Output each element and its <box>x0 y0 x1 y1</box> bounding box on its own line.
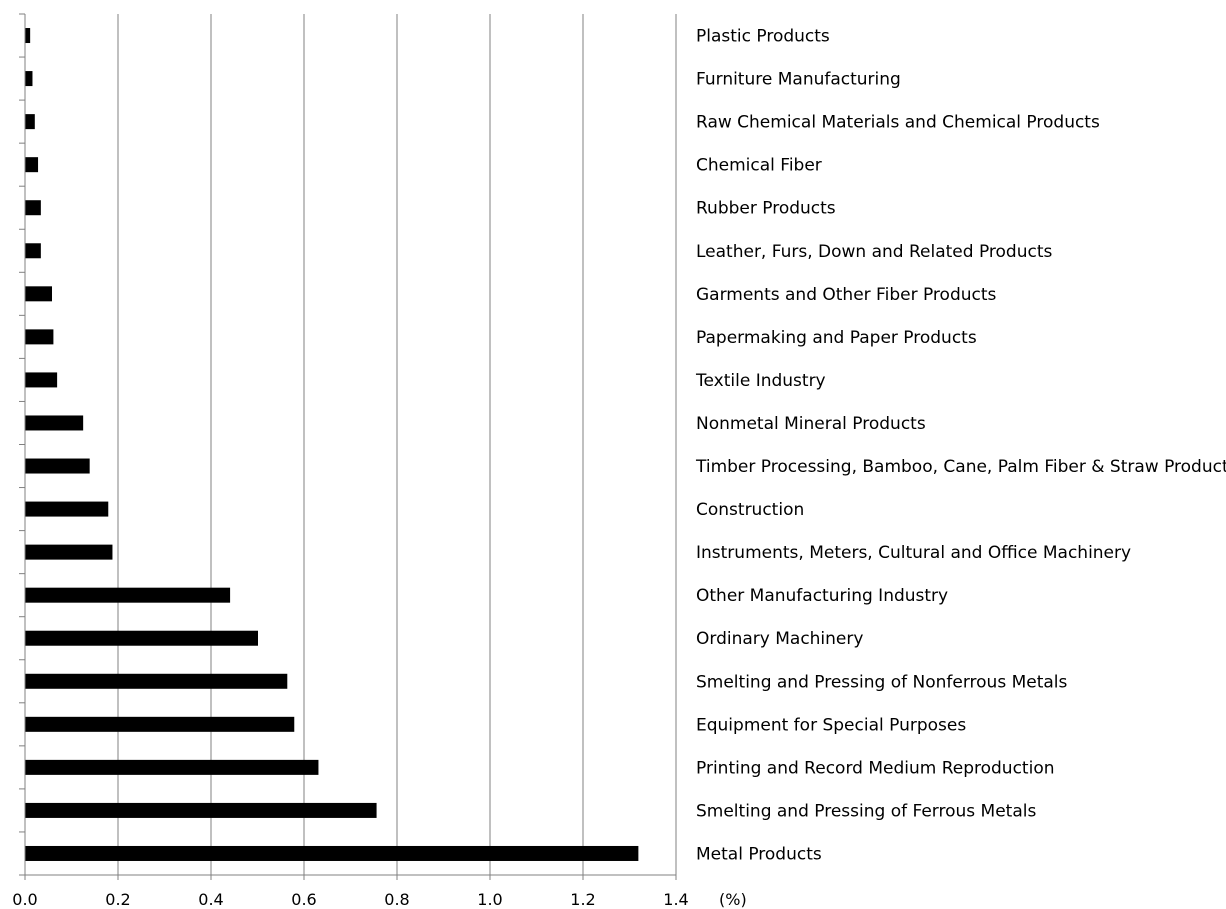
bar <box>25 329 54 345</box>
category-label: Construction <box>696 500 804 520</box>
category-label: Printing and Record Medium Reproduction <box>696 758 1055 778</box>
x-tick-label: 1.4 <box>663 890 688 909</box>
x-tick-label: 0.2 <box>105 890 130 909</box>
bar <box>25 114 35 130</box>
bar <box>25 716 295 732</box>
bar <box>25 673 288 689</box>
x-tick-label: 1.0 <box>477 890 502 909</box>
category-label: Plastic Products <box>696 27 830 47</box>
x-tick-label: 1.2 <box>570 890 595 909</box>
bar <box>25 501 109 517</box>
bar <box>25 415 84 431</box>
x-tick-label: 0.6 <box>291 890 316 909</box>
x-tick-label: 0.4 <box>198 890 223 909</box>
gridlines <box>117 14 677 875</box>
category-label: Rubber Products <box>696 199 836 219</box>
category-label: Leather, Furs, Down and Related Products <box>696 242 1052 262</box>
bar <box>25 458 90 474</box>
category-label: Furniture Manufacturing <box>696 70 901 90</box>
category-label: Nonmetal Mineral Products <box>696 414 926 434</box>
category-label: Papermaking and Paper Products <box>696 328 977 348</box>
category-label: Equipment for Special Purposes <box>696 715 966 735</box>
bar <box>25 157 39 173</box>
bar <box>25 28 31 44</box>
bar <box>25 200 41 216</box>
category-label: Textile Industry <box>695 371 826 391</box>
bar <box>25 372 58 388</box>
category-label: Timber Processing, Bamboo, Cane, Palm Fi… <box>695 457 1226 477</box>
tick-labels: 0.0 0.2 0.4 0.6 0.8 1.0 1.2 1.4 <box>12 890 688 909</box>
bar <box>25 802 377 818</box>
axes <box>19 13 677 880</box>
category-label: Other Manufacturing Industry <box>696 586 948 606</box>
bar <box>25 759 319 775</box>
bars <box>25 28 639 861</box>
category-label: Smelting and Pressing of Nonferrous Meta… <box>696 672 1068 692</box>
bar <box>25 630 258 646</box>
x-axis-unit-label: (%) <box>719 890 747 909</box>
bar <box>25 544 113 560</box>
category-label: Instruments, Meters, Cultural and Office… <box>696 543 1131 563</box>
bar <box>25 243 41 259</box>
bar <box>25 587 231 603</box>
x-tick-label: 0.0 <box>12 890 37 909</box>
category-label: Raw Chemical Materials and Chemical Prod… <box>696 113 1100 133</box>
x-tick-label: 0.8 <box>384 890 409 909</box>
bar <box>25 845 639 861</box>
category-label: Metal Products <box>696 844 822 864</box>
category-labels: Plastic Products Furniture Manufacturing R… <box>695 27 1226 865</box>
category-label: Ordinary Machinery <box>696 629 863 649</box>
category-label: Chemical Fiber <box>696 156 822 176</box>
category-label: Smelting and Pressing of Ferrous Metals <box>696 801 1036 821</box>
bar <box>25 71 33 87</box>
category-label: Garments and Other Fiber Products <box>696 285 997 305</box>
bar <box>25 286 53 302</box>
